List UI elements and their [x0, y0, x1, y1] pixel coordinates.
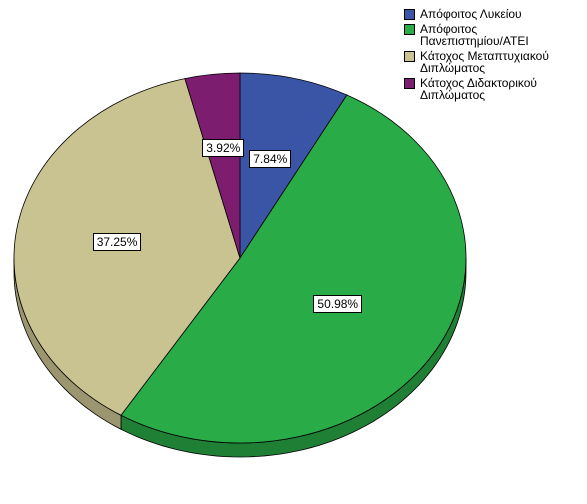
- legend-item-4: Κάτοχος Διδακτορικού Διπλώματος: [404, 77, 587, 101]
- legend-swatch-4: [404, 78, 415, 89]
- legend: Απόφοιτος Λυκείου Απόφοιτος Πανεπιστημίου/…: [404, 8, 587, 104]
- legend-label: Διπλώματος: [420, 88, 486, 102]
- data-label-3: 37.25%: [92, 233, 142, 252]
- legend-swatch-2: [404, 24, 415, 35]
- data-label-1: 7.84%: [249, 150, 292, 169]
- legend-item-3: Κάτοχος Μεταπτυχιακού Διπλώματος: [404, 50, 587, 74]
- legend-item-2: Απόφοιτος Πανεπιστημίου/ΑΤΕΙ: [404, 23, 587, 47]
- legend-label: Απόφοιτος Λυκείου: [420, 7, 522, 21]
- legend-label: Κάτοχος Διδακτορικού: [420, 76, 537, 90]
- legend-label: Απόφοιτος: [420, 22, 478, 36]
- pie-slice-1: [239, 72, 348, 260]
- pie-slice-2: [120, 94, 467, 444]
- legend-swatch-1: [404, 9, 415, 20]
- legend-item-1: Απόφοιτος Λυκείου: [404, 8, 587, 20]
- data-label-2: 50.98%: [313, 295, 363, 314]
- legend-label: Πανεπιστημίου/ΑΤΕΙ: [420, 34, 529, 48]
- legend-label: Κάτοχος Μεταπτυχιακού: [420, 49, 549, 63]
- data-label-4: 3.92%: [202, 138, 245, 157]
- pie-slice-4: [184, 72, 241, 259]
- pie-slices: [13, 72, 467, 444]
- legend-label: Διπλώματος: [420, 61, 486, 75]
- legend-swatch-3: [404, 51, 415, 62]
